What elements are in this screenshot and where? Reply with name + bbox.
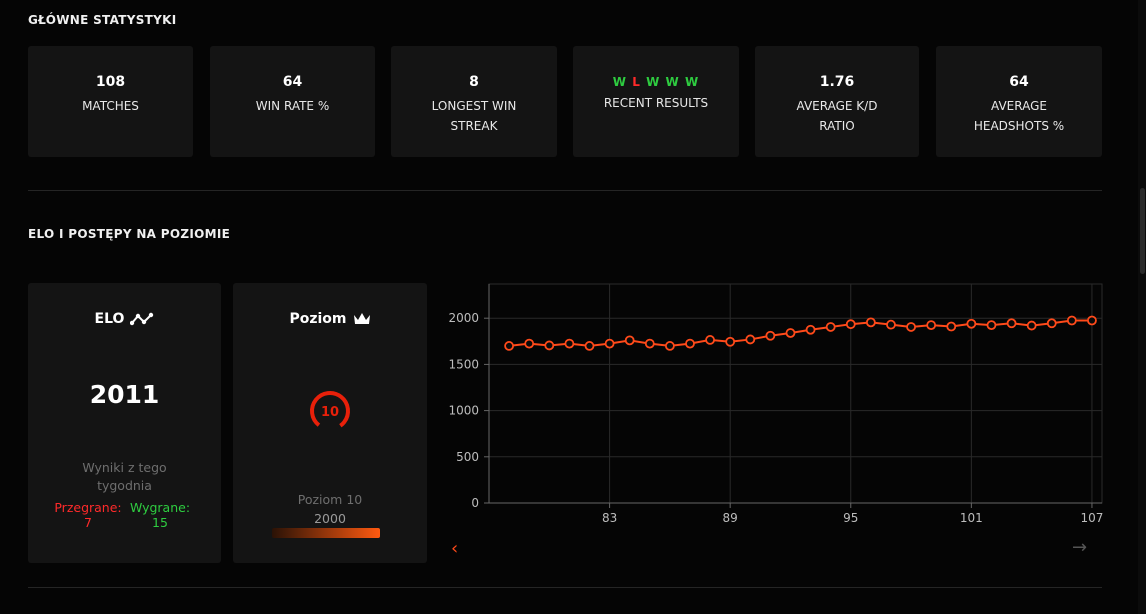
x-tick-label: 107 <box>1080 511 1103 525</box>
x-tick-label: 83 <box>602 511 617 525</box>
elo-series-line <box>508 319 1092 347</box>
elo-data-point <box>725 336 736 347</box>
stat-value: 64 <box>282 74 303 90</box>
elo-data-point <box>544 340 555 351</box>
elo-data-point <box>986 320 997 331</box>
scroll-thumb[interactable] <box>1140 188 1145 274</box>
elo-trend-icon <box>130 312 154 326</box>
stat-label: RECENT RESULTS <box>603 96 709 110</box>
y-tick-label: 1000 <box>448 404 479 418</box>
stat-label: AVERAGE K/D RATIO <box>796 99 878 133</box>
elo-card: ELO 2011 Wyniki z tego tygodnia Przegran… <box>28 283 221 563</box>
elo-data-point <box>504 341 514 351</box>
elo-data-point <box>564 338 575 349</box>
page-scrollbar[interactable] <box>1138 0 1146 614</box>
x-tick-label: 95 <box>843 511 858 525</box>
level-elo: 2000 <box>314 511 346 526</box>
stat-card-matches: 108 MATCHES <box>28 46 193 157</box>
level-card: Poziom 10 Poziom 10 2000 <box>233 283 427 563</box>
stat-label: AVERAGE HEADSHOTS % <box>973 99 1065 133</box>
section-divider <box>28 190 1102 191</box>
stat-card-kd: 1.76 AVERAGE K/D RATIO <box>755 46 919 157</box>
x-tick-label: 89 <box>723 511 738 525</box>
stat-value: 8 <box>469 74 479 90</box>
elo-data-point <box>584 341 595 351</box>
crown-icon <box>353 313 370 324</box>
week-won: Wygrane: 15 <box>120 500 200 530</box>
result-badge: W <box>646 75 661 89</box>
y-tick-label: 500 <box>456 450 479 464</box>
stat-label: WIN RATE % <box>255 99 330 113</box>
level-caption: Poziom 10 <box>297 492 363 507</box>
chart-grid <box>488 283 1103 504</box>
chart-next-arrow-icon[interactable]: → <box>1072 537 1088 558</box>
level-progress-bar <box>272 528 380 538</box>
stat-value: 108 <box>95 74 126 90</box>
result-badge: W <box>665 75 680 89</box>
won-value: 15 <box>152 515 168 530</box>
elo-history-chart: 0 500 1000 1500 2000 83 89 95 101 107 <box>448 283 1103 525</box>
y-tick-label: 0 <box>471 496 479 510</box>
chart-axes: 0 500 1000 1500 2000 83 89 95 101 107 <box>448 284 1103 525</box>
recent-results: W L W W W <box>613 75 699 89</box>
stat-card-longest-streak: 8 LONGEST WIN STREAK <box>391 46 557 157</box>
elo-data-point <box>685 338 695 349</box>
stat-card-recent-results: W L W W W RECENT RESULTS <box>573 46 739 157</box>
elo-card-header: ELO <box>28 311 221 327</box>
elo-data-point <box>1026 320 1037 331</box>
elo-data-point <box>1006 318 1017 329</box>
elo-data-point <box>966 318 977 329</box>
elo-data-point <box>1046 318 1057 329</box>
elo-value: 2011 <box>89 380 160 409</box>
y-tick-label: 1500 <box>448 357 479 371</box>
elo-data-point <box>906 322 916 332</box>
elo-card-title: ELO <box>94 311 125 327</box>
elo-data-point <box>785 328 796 338</box>
week-results-text: Wyniki z tego tygodnia <box>82 460 167 493</box>
chart-frame <box>488 283 1103 504</box>
level-badge-icon: 10 <box>310 391 350 431</box>
elo-section-title: ELO I POSTĘPY NA POZIOMIE <box>28 227 231 241</box>
stat-label: MATCHES <box>82 99 139 113</box>
elo-data-point <box>624 335 635 346</box>
stat-value: 1.76 <box>819 74 855 90</box>
section-divider <box>28 587 1102 588</box>
elo-data-point <box>845 319 856 330</box>
stat-card-headshots: 64 AVERAGE HEADSHOTS % <box>936 46 1102 157</box>
won-label: Wygrane: <box>129 500 191 515</box>
level-number: 10 <box>321 405 339 420</box>
elo-data-point <box>865 317 876 328</box>
stat-value: 64 <box>1009 74 1029 90</box>
lost-value: 7 <box>84 515 92 530</box>
level-card-title: Poziom <box>289 311 347 327</box>
elo-data-point <box>664 341 675 351</box>
elo-data-point <box>1066 315 1077 326</box>
elo-data-point <box>705 335 715 345</box>
chart-series <box>504 315 1097 351</box>
main-stats-title: GŁÓWNE STATYSTYKI <box>28 13 177 27</box>
stat-label: LONGEST WIN STREAK <box>431 99 517 133</box>
week-lost: Przegrane: 7 <box>48 500 128 530</box>
elo-data-point <box>524 338 535 349</box>
elo-data-point <box>1087 315 1097 326</box>
elo-data-point <box>886 319 896 330</box>
chart-prev-arrow-icon[interactable]: ‹ <box>451 538 459 559</box>
elo-data-point <box>604 338 615 349</box>
elo-data-point <box>745 334 756 345</box>
week-results-label: Wyniki z tego tygodnia <box>28 459 221 495</box>
level-card-header: Poziom <box>233 311 427 327</box>
elo-data-point <box>946 321 957 332</box>
elo-data-point <box>644 338 655 349</box>
elo-data-point <box>765 330 776 341</box>
result-badge: W <box>612 75 628 89</box>
lost-label: Przegrane: <box>54 500 122 515</box>
y-tick-label: 2000 <box>448 311 479 325</box>
x-tick-label: 101 <box>960 511 983 525</box>
elo-data-point <box>805 324 816 335</box>
result-badge: L <box>632 75 641 89</box>
elo-data-point <box>926 320 937 331</box>
result-badge: W <box>684 75 700 89</box>
elo-data-point <box>825 322 836 332</box>
stat-card-win-rate: 64 WIN RATE % <box>210 46 375 157</box>
